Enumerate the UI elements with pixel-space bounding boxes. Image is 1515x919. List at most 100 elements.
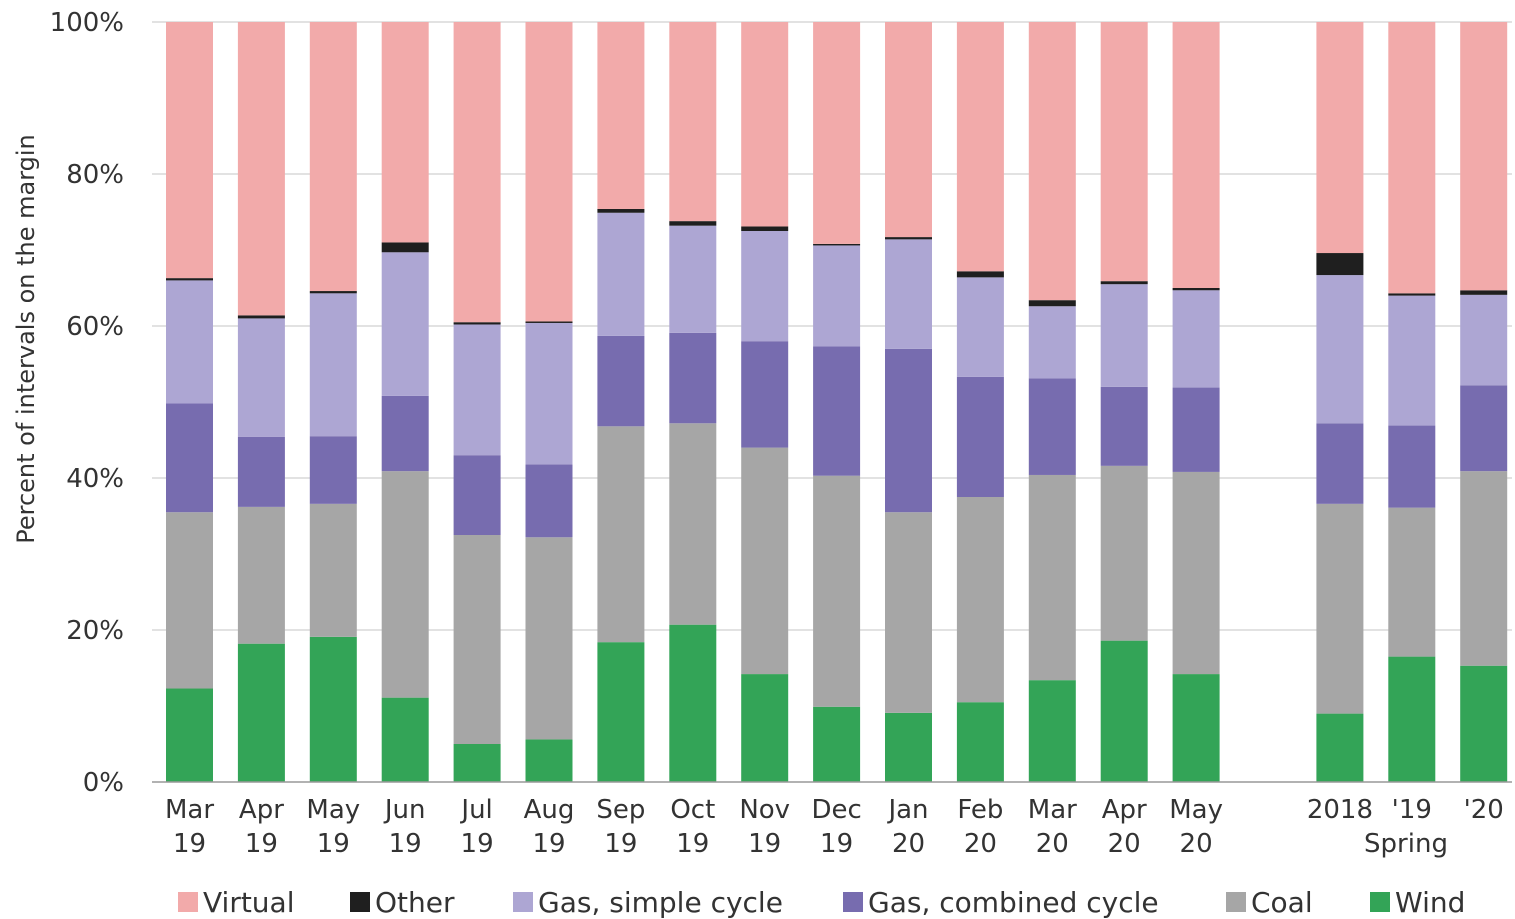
x-tick-label: Apr [1102, 795, 1147, 825]
x-tick-label: Feb [957, 795, 1003, 825]
x-tick-label-year: 19 [748, 829, 781, 859]
bar-segment-virtual [885, 22, 932, 238]
bar-segment-gas-combined-cycle [237, 436, 285, 507]
x-tick-label-year: 20 [1108, 829, 1141, 859]
x-tick-label: '19 [1392, 795, 1432, 825]
legend-swatch [513, 892, 533, 912]
bar-segment-coal [597, 426, 645, 643]
bar-segment-other [309, 291, 357, 294]
x-tick-label-year: 20 [964, 829, 997, 859]
bar-segment-gas-combined-cycle [669, 332, 717, 424]
legend-item: Coal [1226, 886, 1313, 919]
bar-segment-gas-simple-cycle [1172, 290, 1220, 388]
bar-segment-wind [309, 636, 357, 782]
bar-segment-virtual [741, 22, 789, 227]
legend-label: Coal [1251, 886, 1313, 919]
bar-segment-other [525, 321, 573, 323]
bar-segment-gas-simple-cycle [813, 245, 861, 347]
bar-segment-gas-simple-cycle [1460, 294, 1508, 386]
bar-segment-gas-simple-cycle [1316, 275, 1364, 424]
bar-segment-other [1100, 281, 1148, 285]
bar-segment-virtual [669, 22, 717, 222]
bar-stack [381, 22, 429, 782]
bar-segment-virtual [237, 22, 285, 316]
bar-segment-wind [1028, 680, 1076, 782]
x-tick-label-year: 19 [676, 829, 709, 859]
x-tick-label-year: 19 [604, 829, 637, 859]
bar-segment-gas-combined-cycle [1316, 423, 1364, 504]
bar-segment-coal [453, 535, 501, 744]
x-tick-label-year: 19 [532, 829, 565, 859]
bar-segment-wind [1316, 713, 1364, 782]
bar-segment-gas-simple-cycle [597, 212, 645, 336]
bar-segment-other [885, 237, 932, 240]
bar-segment-gas-combined-cycle [1100, 386, 1148, 466]
bar-segment-coal [1316, 503, 1364, 714]
bar-segment-wind [453, 744, 501, 782]
legend-swatch [178, 892, 198, 912]
legend-swatch [843, 892, 863, 912]
bar-segment-wind [885, 712, 932, 782]
bar-segment-gas-simple-cycle [741, 231, 789, 342]
bar-stack [237, 22, 285, 782]
bar-segment-wind [1460, 665, 1508, 782]
bar-segment-other [597, 208, 645, 213]
bar-stack [1172, 22, 1220, 782]
x-axis-ticks: Mar 19 Apr 19 May 19 Jun 19 Jul 19 Aug 19 Sep 19 Oct 19… [165, 795, 1504, 859]
bar-segment-other [1316, 253, 1364, 276]
x-tick-label: Aug [524, 795, 575, 825]
y-tick-label: 60% [66, 312, 124, 342]
bar-segment-virtual [1028, 22, 1076, 301]
bar-segment-coal [1028, 474, 1076, 681]
x-tick-label: Sep [596, 795, 645, 825]
legend-swatch [1370, 892, 1390, 912]
bar-stack [309, 22, 357, 782]
bar-stack [1460, 22, 1508, 782]
bar-segment-other [741, 226, 789, 231]
bar-segment-wind [166, 688, 213, 782]
bar-stack [741, 22, 789, 782]
legend-swatch [350, 892, 370, 912]
bar-segment-wind [813, 706, 861, 782]
legend-item: Other [350, 886, 455, 919]
bar-segment-other [453, 322, 501, 325]
bar-stack [956, 22, 1004, 782]
legend-swatch [1226, 892, 1246, 912]
legend-label: Other [375, 886, 455, 919]
bar-segment-wind [381, 697, 429, 782]
y-tick-label: 20% [66, 616, 124, 646]
bar-segment-virtual [453, 22, 501, 323]
bar-segment-gas-combined-cycle [1028, 378, 1076, 475]
bar-segment-wind [237, 643, 285, 782]
bar-segment-coal [237, 506, 285, 644]
bar-stack [669, 22, 717, 782]
bar-segment-other [1172, 288, 1220, 291]
bar-segment-virtual [1388, 22, 1436, 294]
bar-segment-virtual [1100, 22, 1148, 282]
x-tick-label-year: 19 [389, 829, 422, 859]
x-tick-label-year: 20 [1036, 829, 1069, 859]
bar-stack [1100, 22, 1148, 782]
x-tick-label-year: 19 [173, 829, 206, 859]
bar-segment-coal [381, 471, 429, 698]
bar-segment-gas-combined-cycle [166, 403, 213, 513]
bar-segment-virtual [956, 22, 1004, 272]
bar-segment-other [1028, 300, 1076, 307]
bar-segment-other [166, 278, 213, 281]
legend: Virtual Other Gas, simple cycle Gas, combin… [178, 886, 1465, 919]
bar-segment-gas-combined-cycle [453, 455, 501, 535]
bar-segment-gas-combined-cycle [1460, 385, 1508, 472]
bar-segment-gas-simple-cycle [1100, 284, 1148, 387]
bar-segment-wind [525, 739, 573, 782]
bar-stack [1028, 22, 1076, 782]
legend-label: Gas, combined cycle [868, 886, 1159, 919]
bar-segment-wind [1388, 656, 1436, 782]
bar-segment-coal [1388, 507, 1436, 657]
x-tick-label: Oct [670, 795, 715, 825]
x-tick-label-year: 20 [892, 829, 925, 859]
bar-segment-other [1460, 290, 1508, 295]
bar-stack [1316, 22, 1364, 782]
bar-segment-virtual [597, 22, 645, 209]
bar-segment-coal [309, 503, 357, 637]
